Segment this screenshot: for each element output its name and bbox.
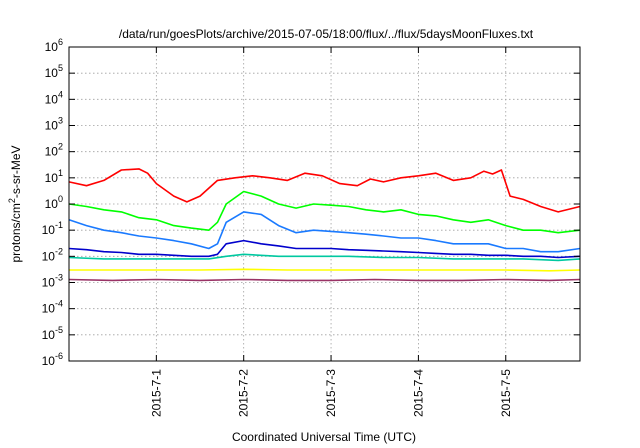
y-tick-base: 10 [45,171,59,185]
x-tick-label: 2015-7-3 [324,369,338,417]
x-axis-label: Coordinated Universal Time (UTC) [232,430,416,444]
y-tick-label: 10-5 [42,325,63,342]
y-tick-base: 10 [45,66,59,80]
y-tick-base: 10 [42,249,56,263]
y-tick-label: 101 [45,168,63,185]
y-tick-base: 10 [42,328,56,342]
data-series [68,168,581,282]
y-tick-label: 100 [45,194,63,211]
y-tick-exponent: 0 [58,194,63,204]
series-line [68,211,581,253]
x-tick-label: 2015-7-1 [149,369,163,417]
y-axis-label-rest: -s-sr-MeV [9,145,23,198]
y-tick-label: 10-1 [42,220,63,237]
series-line [68,190,581,234]
y-tick-base: 10 [42,354,56,368]
y-axis-ticks: 10-610-510-410-310-210-11001011021031041… [42,37,580,368]
y-tick-label: 103 [45,116,63,133]
y-tick-label: 104 [45,89,63,106]
y-tick-base: 10 [42,223,56,237]
series-line [68,278,581,282]
y-tick-exponent: 3 [58,116,63,126]
y-tick-exponent: -4 [55,299,63,309]
y-tick-base: 10 [45,92,59,106]
y-tick-label: 10-2 [42,246,63,263]
series-line [69,268,581,272]
y-tick-base: 10 [42,302,56,316]
chart-title: /data/run/goesPlots/archive/2015-07-05/1… [119,27,534,41]
y-tick-exponent: 5 [58,63,63,73]
y-tick-label: 106 [45,37,63,54]
series-line [68,239,581,259]
y-tick-label: 10-6 [42,351,63,368]
x-tick-label: 2015-7-2 [237,369,251,417]
y-tick-exponent: 6 [58,37,63,47]
y-tick-base: 10 [42,276,56,290]
y-tick-exponent: -1 [55,220,63,230]
x-tick-label: 2015-7-5 [499,369,513,417]
x-axis-ticks: 2015-7-1 2015-7-2 2015-7-3 2015-7-4 2015-7-5 [149,47,513,417]
grid-lines [69,47,580,361]
y-tick-label: 105 [45,63,63,80]
y-tick-exponent: 1 [58,168,63,178]
y-tick-base: 10 [45,119,59,133]
y-tick-exponent: 2 [58,142,63,152]
y-axis-label: protons/cm2-s-sr-MeV [7,145,23,262]
x-tick-label: 2015-7-4 [411,369,425,417]
y-tick-base: 10 [45,145,59,159]
y-tick-base: 10 [45,40,59,54]
y-tick-exponent: -6 [55,351,63,361]
y-tick-label: 102 [45,142,63,159]
y-tick-exponent: -5 [55,325,63,335]
series-line [68,253,581,262]
y-tick-label: 10-3 [42,273,63,290]
y-tick-exponent: 4 [58,89,63,99]
y-tick-exponent: -2 [55,246,63,256]
y-tick-label: 10-4 [42,299,63,316]
y-axis-label-exponent: 2 [7,198,17,203]
y-tick-exponent: -3 [55,273,63,283]
y-tick-base: 10 [45,197,59,211]
y-axis-label-unit: protons/cm [9,203,23,262]
series-line [68,168,581,213]
